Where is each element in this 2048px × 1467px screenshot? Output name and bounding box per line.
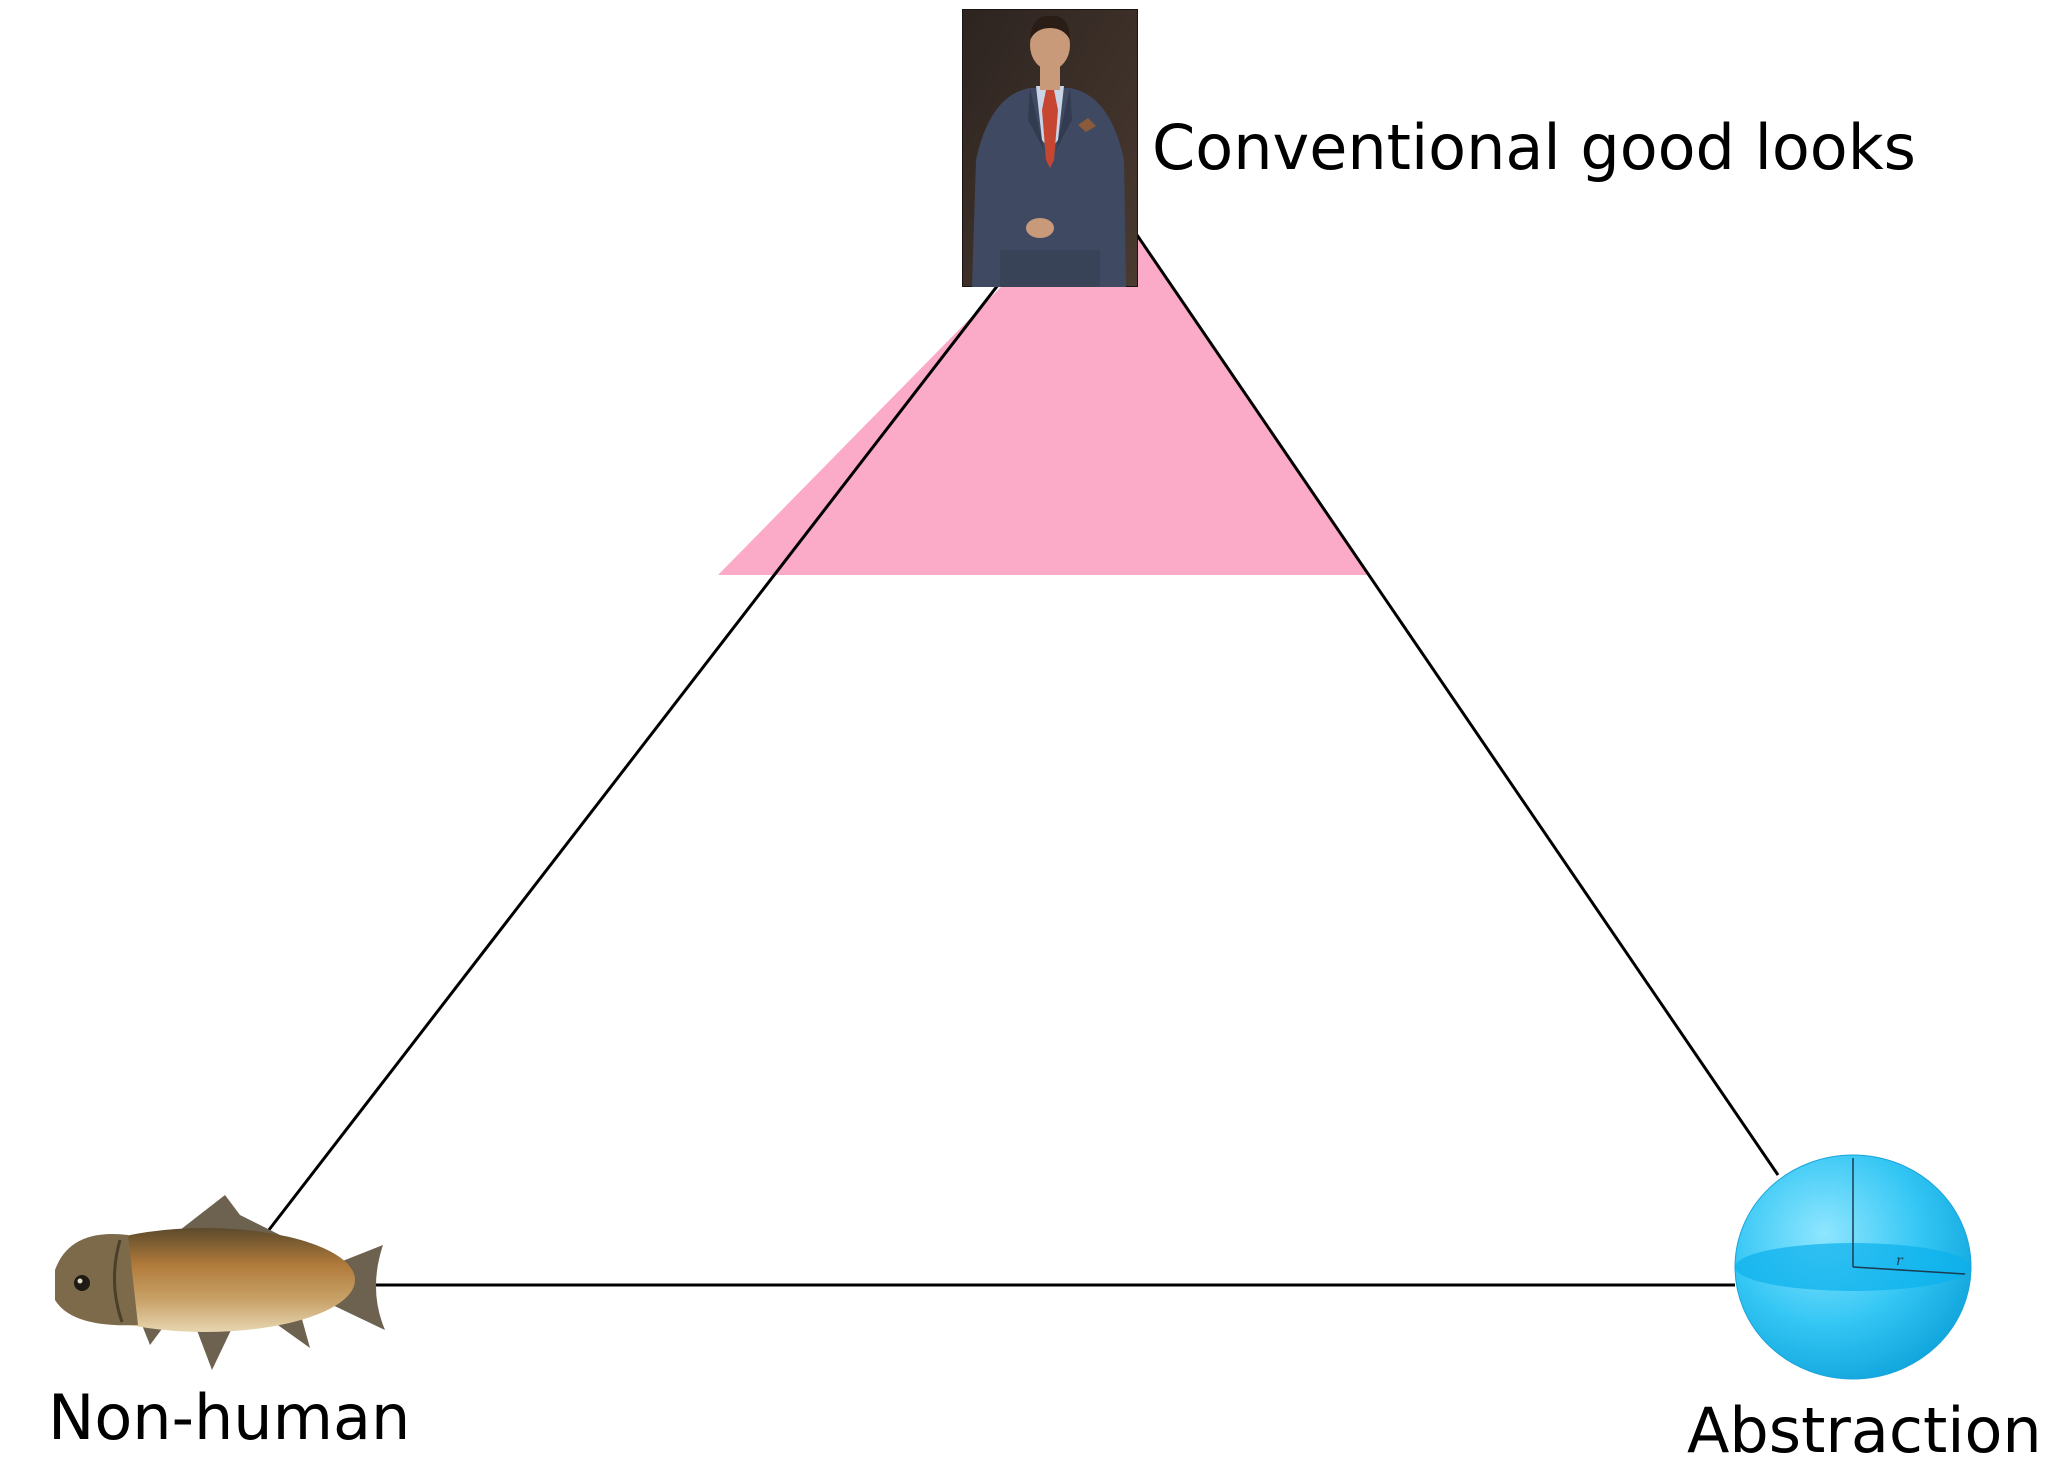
edge-right <box>1135 234 1780 1176</box>
label-non-human: Non-human <box>48 1381 411 1454</box>
blue-sphere-illustration: r <box>1734 1154 1972 1380</box>
man-in-suit-photo <box>962 9 1138 287</box>
highlight-region <box>718 235 1368 575</box>
label-abstraction: Abstraction <box>1687 1394 2042 1467</box>
fish-illustration <box>55 1195 385 1370</box>
label-conventional-good-looks: Conventional good looks <box>1152 111 1916 184</box>
edge-left <box>263 214 1054 1236</box>
svg-text:r: r <box>1896 1253 1904 1269</box>
